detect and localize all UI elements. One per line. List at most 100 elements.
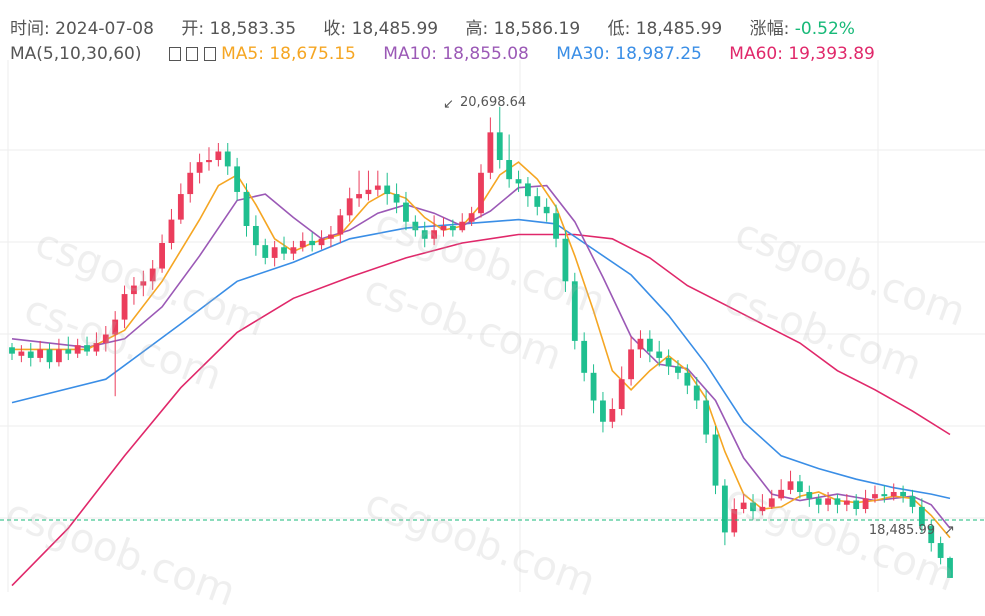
candle[interactable] — [65, 336, 72, 361]
candle[interactable] — [112, 311, 119, 397]
candle[interactable] — [121, 285, 128, 329]
candle[interactable] — [834, 494, 841, 514]
candle[interactable] — [281, 236, 287, 261]
candle[interactable] — [524, 177, 531, 207]
candle[interactable] — [187, 162, 194, 203]
candle[interactable] — [131, 277, 137, 305]
candle[interactable] — [731, 498, 738, 537]
candle[interactable] — [449, 219, 456, 237]
candle[interactable] — [571, 272, 578, 350]
candle[interactable] — [843, 494, 850, 512]
candle[interactable] — [487, 117, 494, 180]
candle[interactable] — [309, 232, 316, 252]
candle[interactable] — [93, 332, 100, 356]
candle[interactable] — [27, 343, 34, 367]
candle[interactable] — [206, 147, 212, 171]
candle[interactable] — [900, 485, 907, 503]
candle[interactable] — [102, 326, 109, 352]
candle[interactable] — [721, 479, 728, 546]
candle[interactable] — [159, 234, 165, 273]
candle[interactable] — [431, 215, 438, 246]
candle[interactable] — [937, 536, 944, 565]
candle[interactable] — [712, 426, 719, 495]
candle[interactable] — [478, 164, 484, 218]
candle[interactable] — [506, 134, 513, 188]
candle[interactable] — [862, 489, 869, 514]
candle[interactable] — [825, 491, 831, 512]
candle[interactable] — [759, 494, 766, 516]
candle[interactable] — [196, 153, 203, 184]
candle[interactable] — [787, 470, 794, 495]
candle[interactable] — [684, 364, 691, 395]
candle[interactable] — [628, 336, 634, 386]
candle[interactable] — [928, 519, 935, 552]
candle[interactable] — [224, 142, 231, 175]
candle[interactable] — [646, 330, 653, 363]
settings-icon[interactable] — [186, 47, 199, 61]
candle[interactable] — [703, 389, 710, 444]
candle[interactable] — [177, 183, 184, 224]
candle[interactable] — [18, 345, 25, 363]
candle[interactable] — [947, 556, 953, 578]
candle[interactable] — [909, 489, 916, 514]
close-icon[interactable] — [203, 47, 216, 61]
candle[interactable] — [374, 170, 381, 197]
candle[interactable] — [393, 183, 400, 214]
candle[interactable] — [534, 187, 541, 216]
candle[interactable] — [853, 494, 860, 516]
candle[interactable] — [665, 349, 672, 375]
candle[interactable] — [9, 343, 15, 361]
candle[interactable] — [215, 142, 222, 167]
candle[interactable] — [168, 208, 175, 250]
candle[interactable] — [252, 215, 259, 256]
candle[interactable] — [318, 230, 325, 250]
candle[interactable] — [262, 238, 269, 265]
candle[interactable] — [581, 332, 588, 382]
candle[interactable] — [600, 391, 606, 433]
candle[interactable] — [346, 187, 353, 222]
candle[interactable] — [543, 198, 550, 222]
candle[interactable] — [768, 489, 775, 510]
candle[interactable] — [496, 106, 503, 169]
candle[interactable] — [234, 157, 241, 201]
candle[interactable] — [140, 270, 147, 297]
candle[interactable] — [562, 230, 569, 292]
candle[interactable] — [656, 340, 663, 367]
candlestick-chart[interactable]: ↙ 20,698.64 18,485.99 ↗ — [0, 0, 985, 592]
candle[interactable] — [618, 366, 625, 416]
candle[interactable] — [740, 494, 747, 514]
candle[interactable] — [384, 172, 391, 205]
candle[interactable] — [590, 364, 597, 414]
eye-icon[interactable] — [168, 47, 181, 61]
candle[interactable] — [750, 494, 756, 520]
candle[interactable] — [881, 485, 888, 503]
candle[interactable] — [609, 398, 616, 429]
candle[interactable] — [806, 485, 813, 507]
candle[interactable] — [271, 240, 278, 267]
candle[interactable] — [365, 170, 372, 201]
candle[interactable] — [46, 343, 53, 369]
candle[interactable] — [55, 338, 62, 367]
candle[interactable] — [243, 183, 250, 237]
candle[interactable] — [299, 232, 306, 252]
candle[interactable] — [356, 170, 362, 207]
candle[interactable] — [440, 217, 447, 237]
candle[interactable] — [468, 206, 475, 226]
candle[interactable] — [872, 485, 878, 503]
candle[interactable] — [74, 338, 81, 358]
candle[interactable] — [459, 213, 466, 233]
candle[interactable] — [918, 498, 925, 533]
candle[interactable] — [290, 240, 297, 261]
candle[interactable] — [149, 260, 156, 290]
candle[interactable] — [403, 191, 409, 231]
candle[interactable] — [797, 474, 803, 499]
candle[interactable] — [890, 483, 897, 501]
candle[interactable] — [553, 204, 559, 248]
candle[interactable] — [693, 377, 700, 409]
candle[interactable] — [84, 336, 90, 356]
candle[interactable] — [675, 360, 681, 380]
candle[interactable] — [412, 215, 419, 237]
candle[interactable] — [815, 494, 822, 514]
candle[interactable] — [37, 340, 44, 363]
candle[interactable] — [337, 208, 344, 244]
